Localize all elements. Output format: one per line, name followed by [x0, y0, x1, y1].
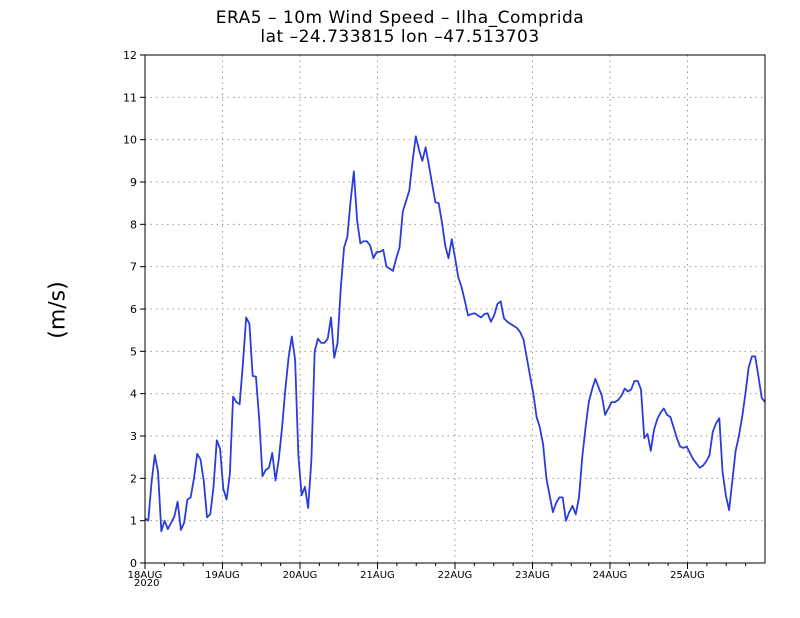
series-line-wind-speed — [144, 135, 766, 533]
y-tick-label: 11 — [123, 91, 137, 104]
y-tick-label: 8 — [130, 218, 137, 231]
y-tick-label: 9 — [130, 176, 137, 189]
chart-title-line2: lat –24.733815 lon –47.513703 — [260, 27, 540, 47]
plot-frame — [144, 54, 766, 564]
x-tick-label: 24AUG — [593, 570, 628, 581]
chart-title-line1: ERA5 – 10m Wind Speed – Ilha_Comprida — [215, 8, 585, 28]
x-tick-label: 21AUG — [360, 570, 395, 581]
y-tick-label: 5 — [130, 345, 137, 358]
y-tick-label: 10 — [123, 134, 137, 147]
y-tick-label: 4 — [130, 388, 137, 401]
x-tick-label: 25AUG — [670, 570, 705, 581]
x-axis-year-label: 2020 — [134, 578, 160, 589]
x-tick-label: 23AUG — [515, 570, 550, 581]
y-tick-label: 12 — [123, 49, 137, 62]
y-tick-label: 1 — [130, 515, 137, 528]
y-tick-label: 6 — [130, 303, 137, 316]
x-tick-label: 20AUG — [283, 570, 318, 581]
grid-layer — [145, 55, 765, 563]
series-layer — [144, 135, 766, 533]
y-tick-label: 3 — [130, 430, 137, 443]
y-tick-label: 2 — [130, 472, 137, 485]
x-tick-label: 19AUG — [205, 570, 240, 581]
y-tick-label: 7 — [130, 261, 137, 274]
x-tick-label: 22AUG — [438, 570, 473, 581]
x-tick-label: 18AUG — [128, 570, 163, 581]
y-tick-label: 0 — [130, 557, 137, 570]
